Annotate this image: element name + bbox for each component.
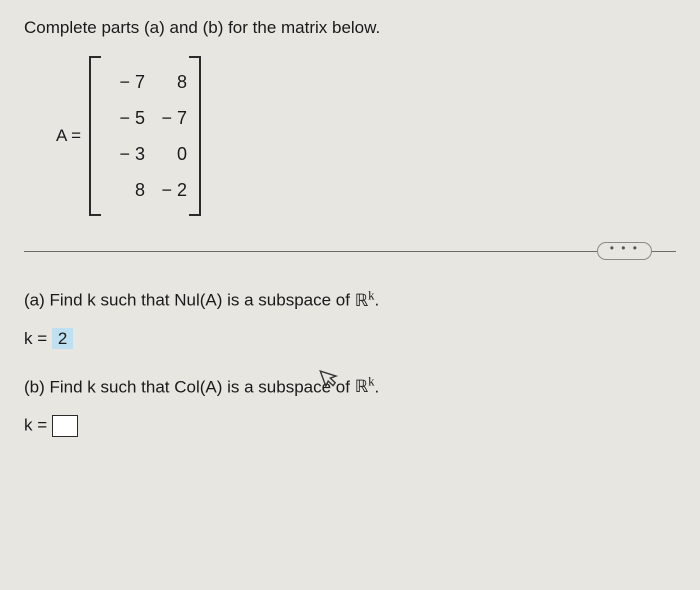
divider-row: • • •	[24, 242, 676, 260]
punct: .	[375, 291, 380, 310]
more-button[interactable]: • • •	[597, 242, 652, 260]
matrix-cell: − 3	[103, 145, 145, 163]
intro-text: Complete parts (a) and (b) for the matri…	[24, 18, 676, 38]
answer-value-a[interactable]: 2	[52, 328, 73, 349]
matrix-label: A =	[56, 126, 81, 146]
matrix-A: − 7 8 − 5 − 7 − 3 0 8 − 2	[89, 56, 201, 216]
matrix-definition: A = − 7 8 − 5 − 7 − 3 0 8 − 2	[56, 56, 676, 216]
matrix-cell: − 5	[103, 109, 145, 127]
matrix-row: − 5 − 7	[103, 100, 187, 136]
answer-input-b[interactable]	[52, 415, 78, 437]
matrix-cell: − 2	[145, 181, 187, 199]
part-a-prompt: (a) Find k such that Nul(A) is a subspac…	[24, 288, 676, 311]
answer-label-b: k =	[24, 416, 47, 435]
matrix-cell: − 7	[103, 73, 145, 91]
divider	[24, 251, 676, 252]
matrix-row: − 3 0	[103, 136, 187, 172]
part-b-answer: k =	[24, 415, 676, 437]
real-symbol: ℝ	[355, 291, 368, 310]
matrix-cell: 0	[145, 145, 187, 163]
problem-container: Complete parts (a) and (b) for the matri…	[0, 0, 700, 487]
matrix-row: 8 − 2	[103, 172, 187, 208]
answer-label-a: k =	[24, 329, 52, 348]
matrix-cell: 8	[145, 73, 187, 91]
matrix-cell: 8	[103, 181, 145, 199]
part-b-text: (b) Find k such that Col(A) is a subspac…	[24, 377, 355, 396]
part-a-answer: k = 2	[24, 329, 676, 349]
real-symbol: ℝ	[355, 377, 368, 396]
part-a-text: (a) Find k such that Nul(A) is a subspac…	[24, 291, 355, 310]
matrix-row: − 7 8	[103, 64, 187, 100]
punct: .	[375, 377, 380, 396]
matrix-cell: − 7	[145, 109, 187, 127]
part-b-prompt: (b) Find k such that Col(A) is a subspac…	[24, 375, 676, 398]
